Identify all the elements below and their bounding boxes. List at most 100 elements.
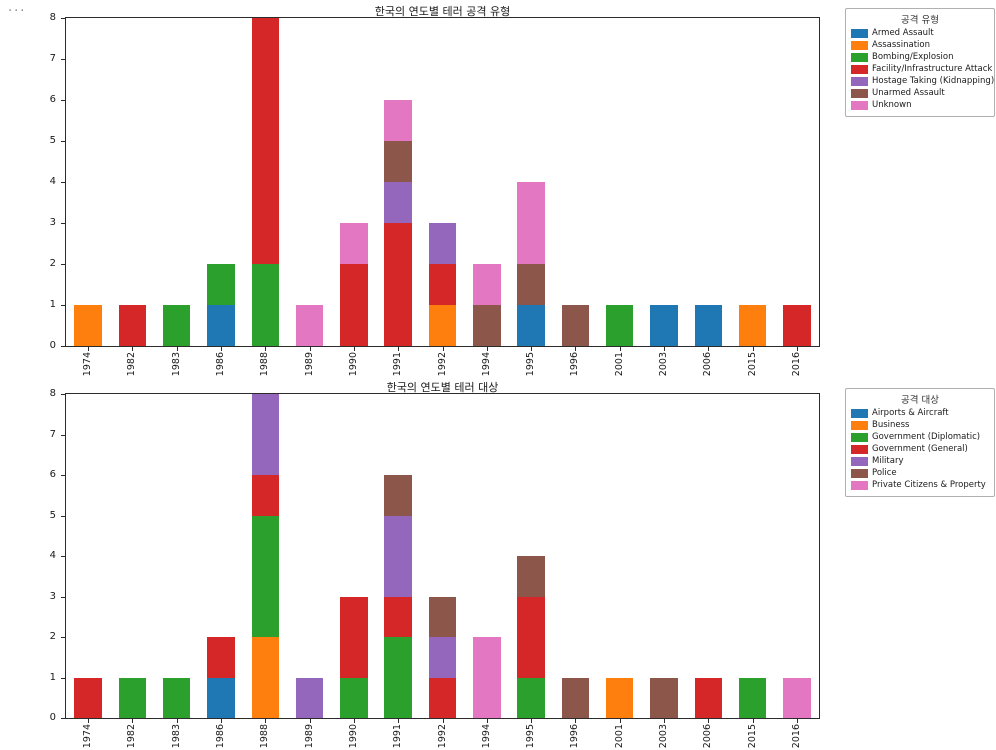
- legend-label: Military: [872, 456, 904, 466]
- bar-segment: [428, 223, 457, 264]
- legend-item: Unarmed Assault: [851, 88, 989, 98]
- attack-target-chart-figure: 한국의 연도별 테러 대상 공격 대상 Airports & Aircraft B…: [0, 376, 996, 750]
- x-tick-mark: [663, 347, 665, 351]
- x-tick-mark: [708, 719, 710, 723]
- legend-item: Armed Assault: [851, 28, 989, 38]
- bar-segment: [207, 677, 235, 718]
- x-tick-mark: [221, 719, 223, 723]
- legend-item: Government (General): [851, 444, 989, 454]
- bar-segment: [517, 556, 545, 597]
- x-tick-mark: [353, 347, 355, 351]
- y-tick-label: 6: [49, 94, 56, 105]
- legend-color-swatch: [851, 28, 868, 38]
- legend-label: Hostage Taking (Kidnapping): [872, 76, 995, 86]
- y-tick-label: 1: [49, 671, 56, 683]
- bar-segment: [738, 677, 767, 718]
- bar-segment: [650, 677, 678, 718]
- x-tick-mark: [442, 347, 444, 351]
- bar-segment: [694, 305, 722, 346]
- bar-segment: [340, 223, 368, 264]
- bar-segment: [207, 637, 235, 678]
- x-tick-mark: [531, 719, 533, 723]
- legend-item: Bombing/Explosion: [851, 52, 989, 62]
- y-tick-mark: [61, 18, 65, 19]
- y-tick-mark: [61, 182, 65, 183]
- x-tick-label: 1974: [82, 352, 94, 377]
- legend-label: Facility/Infrastructure Attack: [872, 64, 993, 74]
- legend-item: Facility/Infrastructure Attack: [851, 64, 993, 74]
- y-tick-label: 2: [49, 631, 56, 642]
- bar-segment: [295, 305, 324, 346]
- y-tick-label: 4: [49, 550, 56, 561]
- legend-label: Airports & Aircraft: [872, 408, 949, 418]
- legend-color-swatch: [851, 420, 868, 430]
- bar-segment: [384, 182, 412, 223]
- bar-segment: [340, 264, 368, 346]
- x-tick-label: 2001: [613, 724, 625, 749]
- bar-segment: [384, 475, 412, 516]
- legend-label: Police: [872, 468, 897, 478]
- bar-segment: [340, 596, 368, 678]
- x-tick-mark: [398, 719, 400, 723]
- x-tick-label: 1996: [569, 352, 581, 377]
- legend-color-swatch: [851, 408, 868, 418]
- x-tick-label: 2006: [702, 724, 714, 749]
- x-tick-mark: [752, 347, 754, 351]
- y-tick-label: 6: [49, 469, 56, 480]
- x-tick-mark: [663, 719, 665, 723]
- more-options-menu[interactable]: ...: [8, 0, 27, 15]
- x-tick-mark: [309, 347, 311, 351]
- legend-label: Private Citizens & Property: [872, 480, 986, 490]
- x-tick-label: 1988: [259, 724, 271, 749]
- x-tick-mark: [309, 719, 311, 723]
- attack-type-chart-figure: 한국의 연도별 테러 공격 유형 공격 유형 Armed Assault Assa…: [49, 5, 995, 377]
- y-tick-mark: [61, 556, 65, 557]
- legend-title: 공격 대상: [901, 395, 939, 406]
- legend-item: Private Citizens & Property: [851, 480, 989, 490]
- x-tick-label: 1982: [126, 352, 138, 377]
- bar-segment: [340, 677, 368, 718]
- bar-segment: [738, 305, 767, 346]
- legend-color-swatch: [851, 432, 868, 442]
- bar-segment: [163, 305, 191, 346]
- bar-segment: [384, 141, 412, 182]
- x-tick-label: 1994: [480, 724, 492, 749]
- legend-color-swatch: [851, 100, 868, 110]
- x-tick-label: 1982: [126, 724, 138, 749]
- x-tick-label: 1995: [525, 724, 537, 749]
- bar-segment: [561, 305, 590, 346]
- legend-item: Hostage Taking (Kidnapping): [851, 76, 994, 86]
- x-tick-label: 2001: [613, 352, 625, 377]
- legend-item: Airports & Aircraft: [851, 408, 989, 418]
- bar-segment: [428, 264, 457, 305]
- x-tick-label: 1995: [525, 352, 537, 377]
- x-tick-label: 1988: [259, 352, 271, 377]
- bar-segment: [517, 305, 545, 346]
- legend-box: 공격 대상 Airports & Aircraft Business Governm…: [845, 388, 995, 497]
- x-tick-label: 2015: [746, 724, 758, 749]
- x-tick-mark: [619, 719, 621, 723]
- legend-color-swatch: [851, 456, 868, 466]
- y-tick-mark: [61, 346, 65, 347]
- y-tick-mark: [61, 305, 65, 306]
- bar-segment: [428, 305, 457, 346]
- x-tick-label: 1983: [170, 724, 182, 749]
- legend-color-swatch: [851, 76, 868, 86]
- bar-segment: [384, 223, 412, 346]
- x-tick-label: 1990: [347, 352, 359, 377]
- y-tick-label: 3: [49, 590, 56, 602]
- y-tick-label: 5: [49, 509, 56, 521]
- legend-color-swatch: [851, 480, 868, 490]
- x-tick-label: 1991: [392, 352, 404, 377]
- legend-item: Government (Diplomatic): [851, 432, 989, 442]
- legend-color-swatch: [851, 444, 868, 454]
- y-tick-label: 5: [49, 135, 56, 146]
- x-tick-mark: [486, 347, 488, 351]
- x-tick-label: 1990: [347, 724, 359, 749]
- x-tick-mark: [265, 347, 267, 351]
- x-tick-mark: [531, 347, 533, 351]
- x-tick-mark: [442, 719, 444, 723]
- y-tick-mark: [61, 59, 65, 60]
- bar-segment: [207, 305, 235, 346]
- x-tick-mark: [796, 719, 798, 723]
